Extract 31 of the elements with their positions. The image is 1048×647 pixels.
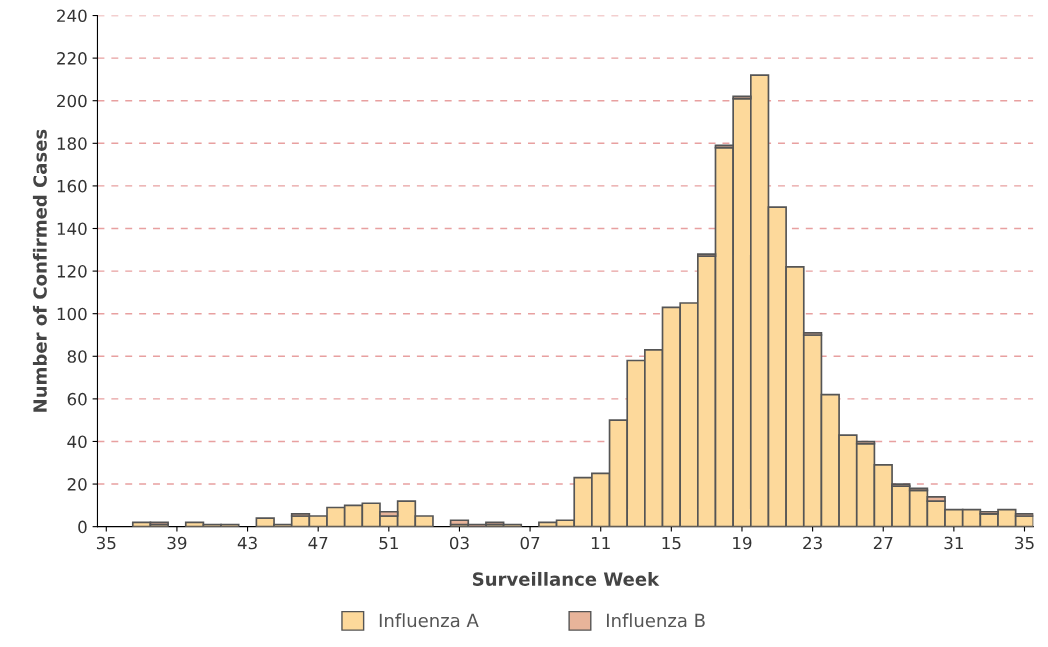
y-tick-label: 140 [57, 222, 87, 236]
x-tick-label: 07 [520, 536, 540, 550]
x-tick-label: 43 [237, 536, 257, 550]
y-tick-label: 120 [57, 265, 87, 278]
legend-label: Influenza B [607, 613, 705, 628]
x-tick-label: 03 [449, 536, 469, 550]
x-tick-label: 51 [379, 536, 398, 550]
y-tick-label: 60 [67, 392, 87, 406]
legend-label: Influenza A [379, 613, 479, 628]
x-tick-label: 31 [944, 536, 963, 550]
x-tick-label: 19 [733, 536, 752, 550]
y-tick-label: 240 [57, 9, 87, 23]
x-tick-label: 23 [803, 536, 822, 550]
y-axis-title: Number of Confirmed Cases [32, 129, 47, 412]
x-axis-title: Surveillance Week [473, 571, 660, 586]
y-tick-label: 220 [57, 52, 87, 65]
x-tick-label: 35 [1015, 536, 1034, 550]
x-tick-label: 39 [167, 536, 187, 550]
x-tick-label: 47 [308, 536, 328, 550]
x-tick-label: 15 [662, 536, 681, 550]
y-tick-label: 80 [67, 350, 87, 363]
x-tick-label: 35 [96, 536, 116, 550]
y-tick-label: 100 [57, 307, 87, 321]
y-tick-label: 180 [57, 137, 87, 150]
y-tick-label: 20 [67, 478, 87, 491]
y-tick-label: 160 [57, 179, 87, 193]
x-tick-label: 11 [591, 536, 610, 550]
x-tick-label: 27 [873, 536, 893, 550]
y-tick-label: 0 [78, 520, 87, 534]
y-tick-label: 40 [67, 435, 87, 449]
y-tick-label: 200 [57, 94, 87, 108]
